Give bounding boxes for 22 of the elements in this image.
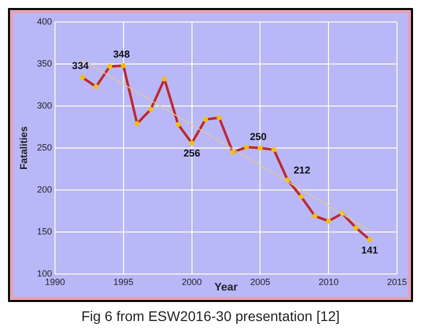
- y-tick-label: 250: [36, 142, 52, 152]
- x-tick-label: 1995: [113, 276, 134, 287]
- x-tick-label: 2000: [182, 276, 202, 287]
- data-label: 256: [183, 148, 201, 160]
- x-axis-title: Year: [214, 281, 238, 294]
- data-label: 212: [294, 166, 311, 177]
- caption: Fig 6 from ESW2016-30 presentation [12]: [80, 308, 341, 324]
- x-tick-label: 2010: [318, 276, 339, 287]
- y-axis-title: Fatalities: [18, 126, 30, 170]
- data-label: 250: [250, 132, 267, 143]
- x-tick-label: 1990: [45, 276, 66, 287]
- y-tick-label: 400: [36, 16, 52, 26]
- data-label: 348: [113, 49, 130, 60]
- y-tick-label: 200: [36, 184, 52, 194]
- y-tick-label: 150: [36, 226, 52, 236]
- data-label: 334: [72, 61, 90, 72]
- data-label: 141: [361, 245, 378, 256]
- x-tick-label: 2005: [250, 276, 270, 287]
- y-tick-label: 100: [36, 268, 52, 278]
- y-tick-label: 350: [36, 58, 52, 68]
- x-tick-label: 2015: [386, 276, 408, 287]
- y-tick-label: 300: [36, 100, 52, 110]
